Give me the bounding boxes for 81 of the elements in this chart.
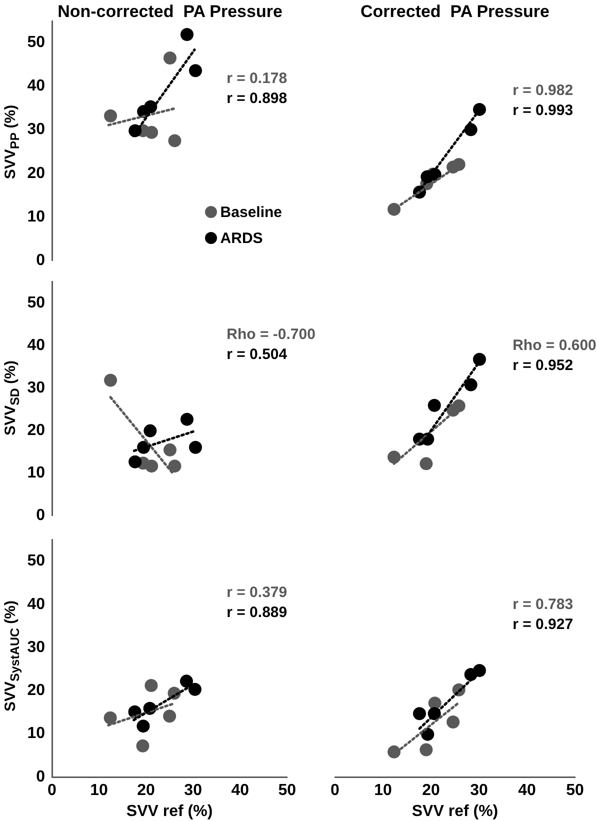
x-tick-label: 20 [422,782,440,800]
point [446,716,460,728]
x-tick-label: 0 [48,782,57,800]
x-tick-label: 30 [184,782,202,800]
point [428,398,441,412]
point [163,710,176,723]
point [104,711,117,724]
point [164,52,176,64]
y-tick-label: 30 [27,379,46,396]
point [472,664,486,678]
point [104,374,118,387]
x-tick-label: 30 [470,782,488,800]
point [188,64,202,78]
y-tick-label: 0 [36,252,46,269]
y-tick-label: 20 [27,422,46,439]
y-tick-label: 10 [27,464,46,482]
y-tick-label: 20 [27,682,46,700]
y-tick-label: 30 [27,638,46,656]
point [180,412,194,426]
x-tick-label: 40 [231,782,250,800]
legend-label: Baseline [220,204,282,220]
point [420,743,433,756]
point [464,378,478,392]
y-tick-label: 40 [27,336,46,354]
annotation: r = 0.927 [512,616,574,633]
annotation: r = 0.952 [512,357,574,374]
x-tick-label: 50 [566,782,584,800]
annotation: Rho = 0.600 [512,337,596,354]
y-tick-label: 10 [27,208,46,226]
chart-title: Corrected PA Pressure [360,2,550,22]
point [420,457,433,470]
point [144,424,157,438]
y-tick-label: 0 [36,768,46,786]
point [136,720,150,733]
point [104,109,118,122]
point [421,728,434,741]
y-tick-label: 40 [27,78,46,95]
x-tick-label: 40 [518,782,536,800]
x-tick-label: 0 [330,782,340,800]
x-tick-label: 20 [137,782,156,800]
point [188,440,202,454]
chart-title: Non-corrected PA Pressure [56,2,284,22]
annotation: r = 0.504 [226,346,288,364]
y-tick-label: 30 [27,121,46,138]
y-tick-label: 40 [27,596,46,613]
point [180,28,194,41]
point [428,696,442,710]
y-tick-label: 50 [27,552,46,570]
x-tick-label: 10 [90,782,108,800]
annotation: r = 0.783 [512,596,574,613]
point [412,707,426,720]
annotation: r = 0.379 [226,584,288,602]
x-tick-label: 50 [278,782,296,800]
annotation: r = 0.889 [226,604,288,622]
point [164,443,176,456]
point [472,352,486,366]
legend-label: ARDS [220,230,263,246]
point [145,460,158,473]
point [388,745,401,758]
annotation: r = 0.993 [512,102,574,119]
point [144,678,158,692]
x-axis-title: SVV ref (%) [126,802,213,820]
annotation: r = 0.898 [226,90,288,108]
y-tick-label: 0 [36,506,46,524]
point [145,126,158,139]
y-tick-label: 10 [27,725,46,742]
point [168,134,182,148]
x-tick-label: 10 [374,782,392,800]
point [168,460,182,473]
y-tick-label: 50 [27,294,46,312]
point [188,682,202,696]
annotation: r = 0.982 [512,82,574,99]
annotation: r = 0.178 [226,70,288,88]
point [452,158,466,171]
point [180,674,193,688]
y-tick-label: 50 [27,34,46,52]
x-axis-title: SVV ref (%) [412,802,498,820]
y-tick-label: 20 [27,164,46,182]
annotation: Rho = -0.700 [226,326,316,344]
point [136,739,150,752]
point [128,455,142,468]
